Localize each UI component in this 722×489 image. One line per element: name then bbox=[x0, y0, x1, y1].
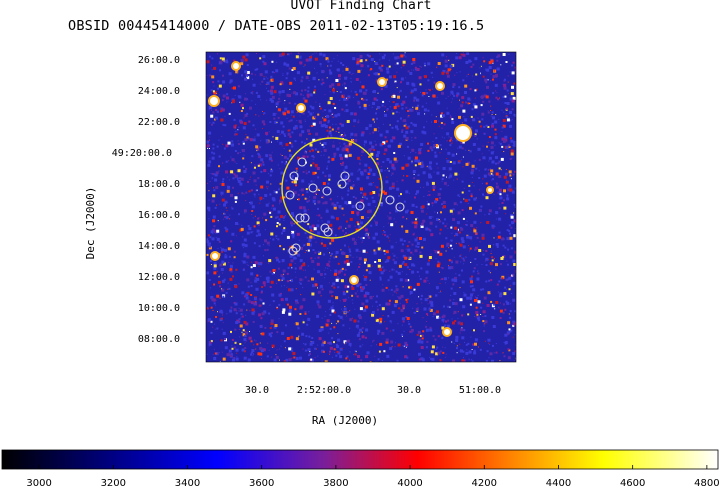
y-tick-label: 14:00.0 bbox=[138, 241, 180, 252]
source-circle bbox=[322, 186, 332, 196]
source-circle bbox=[289, 171, 299, 181]
y-tick-label: 24:00.0 bbox=[138, 86, 180, 97]
source-circle bbox=[355, 201, 365, 211]
x-tick-label: 30.0 bbox=[397, 385, 421, 396]
image-frame bbox=[205, 51, 517, 363]
colorbar-tick-label: 4800 bbox=[694, 478, 719, 489]
colorbar-ticks: 3000 3200 3400 3600 3800 4000 4200 4400 4600 4800 bbox=[26, 465, 720, 489]
y-ticks: 26:00.0 24:00.0 22:00.0 49:20:00.0 18:00.0 16… bbox=[112, 55, 180, 345]
x-tick-label: 2:52:00.0 bbox=[297, 385, 351, 396]
x-tick-label: 30.0 bbox=[245, 385, 269, 396]
source-region-overlays bbox=[281, 137, 405, 256]
source-circle bbox=[288, 246, 298, 256]
x-tick-label: 51:00.0 bbox=[459, 385, 501, 396]
colorbar-tick-label: 4600 bbox=[620, 478, 645, 489]
source-circle bbox=[395, 202, 405, 212]
colorbar-tick-label: 3800 bbox=[323, 478, 348, 489]
error-circle bbox=[281, 137, 383, 239]
x-ticks: 30.0 2:52:00.0 30.0 51:00.0 bbox=[245, 385, 501, 396]
source-circle bbox=[308, 183, 318, 193]
y-tick-label: 16:00.0 bbox=[138, 210, 180, 221]
source-circle bbox=[297, 157, 307, 167]
y-axis-label: Dec (J2000) bbox=[84, 187, 97, 260]
colorbar-tick-label: 3400 bbox=[175, 478, 200, 489]
source-circle bbox=[291, 243, 301, 253]
colorbar-tick-label: 4000 bbox=[397, 478, 422, 489]
source-circle bbox=[300, 213, 310, 223]
colorbar-tick-label: 3200 bbox=[101, 478, 126, 489]
source-circle bbox=[285, 190, 295, 200]
y-tick-label: 12:00.0 bbox=[138, 272, 180, 283]
source-circle bbox=[340, 171, 350, 181]
colorbar bbox=[1, 449, 719, 470]
y-tick-label: 49:20:00.0 bbox=[112, 148, 172, 159]
colorbar-tick-label: 3000 bbox=[26, 478, 51, 489]
y-tick-label: 18:00.0 bbox=[138, 179, 180, 190]
colorbar-tick-label: 3600 bbox=[249, 478, 274, 489]
y-tick-label: 10:00.0 bbox=[138, 303, 180, 314]
chart-title: UVOT Finding Chart bbox=[290, 0, 432, 13]
y-tick-label: 26:00.0 bbox=[138, 55, 180, 66]
x-axis-label: RA (J2000) bbox=[312, 414, 378, 427]
source-circle bbox=[385, 195, 395, 205]
chart-subtitle: OBSID 00445414000 / DATE-OBS 2011-02-13T… bbox=[68, 18, 485, 34]
y-tick-label: 22:00.0 bbox=[138, 117, 180, 128]
sky-noise bbox=[206, 52, 516, 362]
source-circle bbox=[295, 213, 305, 223]
colorbar-tick-label: 4400 bbox=[546, 478, 571, 489]
source-circle bbox=[323, 227, 333, 237]
source-circle bbox=[337, 179, 347, 189]
y-tick-label: 08:00.0 bbox=[138, 334, 180, 345]
colorbar-tick-label: 4200 bbox=[472, 478, 497, 489]
